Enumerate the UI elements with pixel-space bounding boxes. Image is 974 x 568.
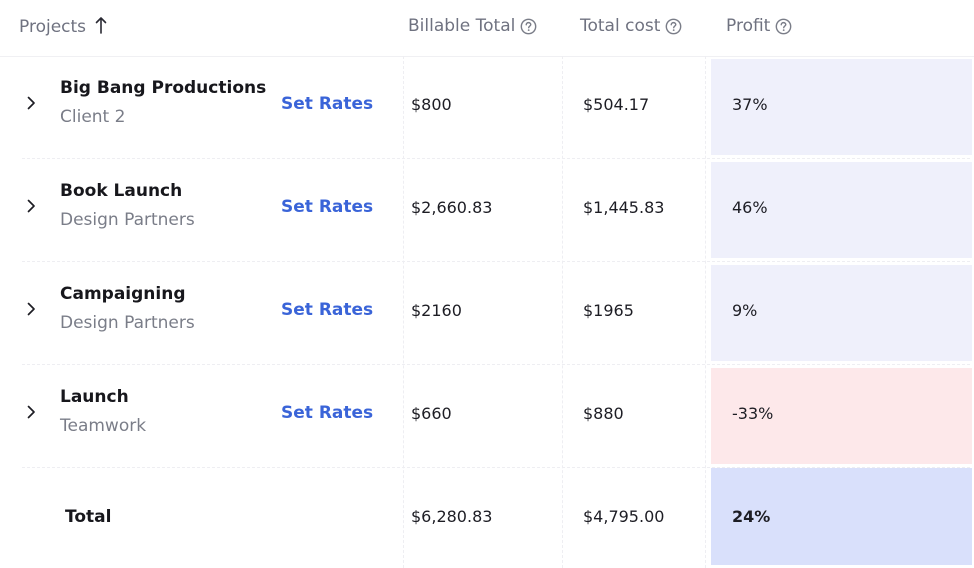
project-name: Book Launch xyxy=(60,181,183,201)
arrow-up-icon[interactable] xyxy=(95,16,107,38)
chevron-right-icon[interactable] xyxy=(24,405,38,419)
cost-header-label: Total cost xyxy=(580,16,661,36)
row-divider xyxy=(22,364,970,365)
set-rates-link[interactable]: Set Rates xyxy=(281,300,374,320)
row-divider xyxy=(22,158,970,159)
profit-cell: 46% xyxy=(711,162,972,258)
column-divider xyxy=(705,56,706,568)
total-billable-value: $6,280.83 xyxy=(411,507,493,526)
total-row: Total $6,280.83 $4,795.00 24% xyxy=(0,468,974,568)
total-label: Total xyxy=(65,507,112,527)
billable-header-label: Billable Total xyxy=(408,16,516,36)
billable-total-value: $800 xyxy=(411,95,452,114)
row-divider xyxy=(22,467,970,468)
projects-header-label: Projects xyxy=(19,17,87,37)
chevron-right-icon[interactable] xyxy=(24,302,38,316)
profit-cell: 9% xyxy=(711,265,972,361)
row-divider xyxy=(22,261,970,262)
billable-total-value: $2,660.83 xyxy=(411,198,493,217)
total-cost-value: $1965 xyxy=(583,301,634,320)
column-header-projects[interactable]: Projects xyxy=(19,16,107,38)
chevron-right-icon[interactable] xyxy=(24,199,38,213)
table-row: Book Launch Design Partners Set Rates $2… xyxy=(0,159,974,262)
profit-header-label: Profit xyxy=(726,16,771,36)
column-header-cost: Total cost xyxy=(580,16,682,36)
billable-total-value: $2160 xyxy=(411,301,462,320)
project-name: Big Bang Productions xyxy=(60,78,267,98)
column-divider xyxy=(562,56,563,568)
question-circle-icon[interactable] xyxy=(665,18,682,35)
column-header-profit: Profit xyxy=(726,16,792,36)
client-name: Design Partners xyxy=(60,313,195,333)
table-row: Big Bang Productions Client 2 Set Rates … xyxy=(0,56,974,159)
chevron-right-icon[interactable] xyxy=(24,96,38,110)
total-cost-value: $1,445.83 xyxy=(583,198,665,217)
table-row: Launch Teamwork Set Rates $660 $880 -33% xyxy=(0,365,974,468)
question-circle-icon[interactable] xyxy=(775,18,792,35)
total-cost-value: $504.17 xyxy=(583,95,650,114)
profit-value: 37% xyxy=(732,95,768,114)
client-name: Client 2 xyxy=(60,107,126,127)
profit-cell: -33% xyxy=(711,368,972,464)
total-cost-value: $880 xyxy=(583,404,624,423)
project-name: Launch xyxy=(60,387,129,407)
client-name: Teamwork xyxy=(60,416,147,436)
table-header: Projects Billable Total Total cost Profi… xyxy=(0,0,974,57)
profit-value: 46% xyxy=(732,198,768,217)
set-rates-link[interactable]: Set Rates xyxy=(281,403,374,423)
total-profit-value: 24% xyxy=(732,507,771,526)
total-profit-cell: 24% xyxy=(711,468,972,565)
billable-total-value: $660 xyxy=(411,404,452,423)
profit-value: 9% xyxy=(732,301,758,320)
profit-cell: 37% xyxy=(711,59,972,155)
column-divider xyxy=(403,56,404,568)
total-cost-value: $4,795.00 xyxy=(583,507,665,526)
question-circle-icon[interactable] xyxy=(520,18,537,35)
table-row: Campaigning Design Partners Set Rates $2… xyxy=(0,262,974,365)
profit-value: -33% xyxy=(732,404,774,423)
set-rates-link[interactable]: Set Rates xyxy=(281,94,374,114)
column-header-billable: Billable Total xyxy=(408,16,537,36)
client-name: Design Partners xyxy=(60,210,195,230)
project-name: Campaigning xyxy=(60,284,186,304)
set-rates-link[interactable]: Set Rates xyxy=(281,197,374,217)
